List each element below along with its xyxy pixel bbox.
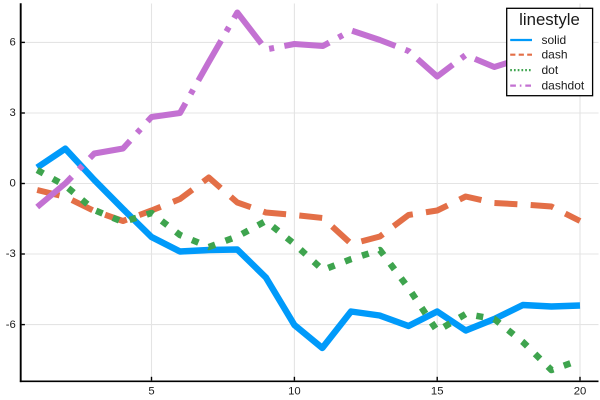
svg-text:6: 6 xyxy=(10,37,16,49)
svg-text:dashdot: dashdot xyxy=(542,79,585,93)
svg-text:0: 0 xyxy=(10,178,16,190)
svg-text:10: 10 xyxy=(288,386,301,398)
svg-text:15: 15 xyxy=(431,386,444,398)
svg-text:-6: -6 xyxy=(6,319,16,331)
svg-text:5: 5 xyxy=(148,386,154,398)
svg-text:20: 20 xyxy=(574,386,587,398)
svg-text:solid: solid xyxy=(542,33,567,47)
svg-text:dot: dot xyxy=(542,63,559,77)
svg-text:-3: -3 xyxy=(6,248,16,260)
svg-text:dash: dash xyxy=(542,48,568,62)
svg-text:3: 3 xyxy=(10,107,16,119)
svg-text:linestyle: linestyle xyxy=(519,10,580,29)
